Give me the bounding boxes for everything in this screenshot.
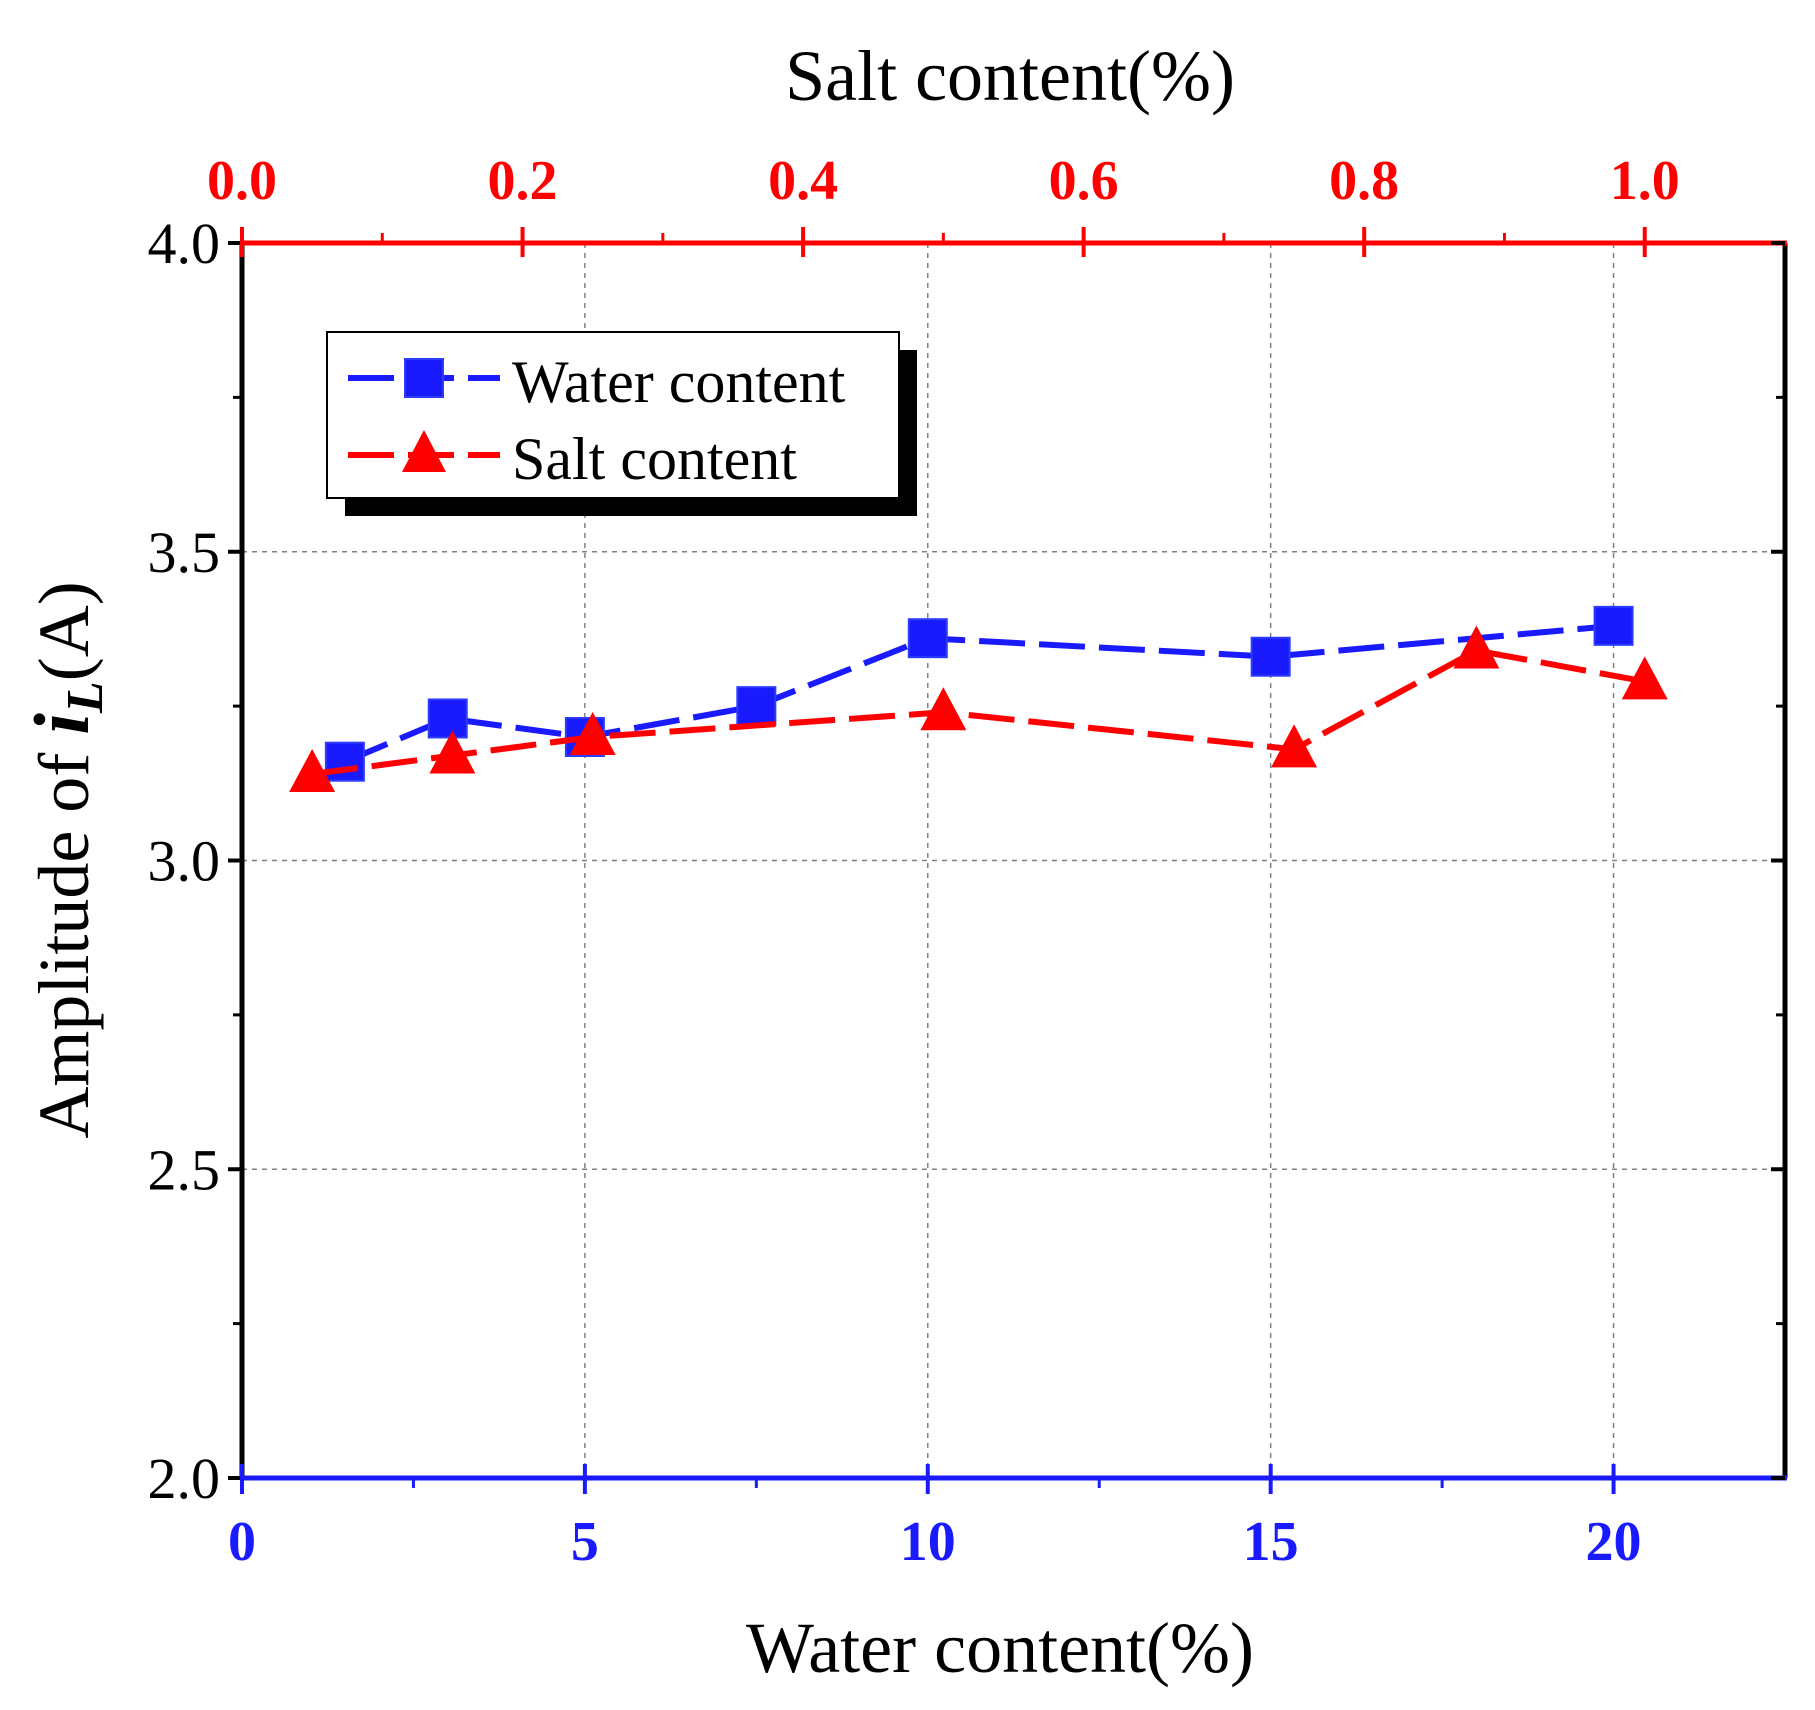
legend-marker-salt bbox=[402, 430, 446, 472]
grid bbox=[242, 243, 1785, 1478]
x-top-tick-label: 1.0 bbox=[1610, 150, 1680, 212]
y-axis-title-suffix: (A) bbox=[24, 581, 104, 681]
series bbox=[289, 605, 1668, 793]
x-bottom-tick-label: 0 bbox=[228, 1511, 256, 1573]
y-tick-label: 4.0 bbox=[148, 211, 221, 276]
legend: Water content Salt content bbox=[326, 331, 917, 516]
x-top-tick-label: 0.6 bbox=[1049, 150, 1119, 212]
data-point-water-content bbox=[1250, 636, 1291, 677]
data-point-salt-content bbox=[569, 712, 616, 755]
y-tick-label: 3.5 bbox=[148, 520, 221, 585]
x-top-tick-label: 0.0 bbox=[207, 150, 277, 212]
y-tick-label: 2.0 bbox=[148, 1446, 221, 1511]
y-axis-title-subscript: L bbox=[57, 681, 114, 714]
data-point-water-content bbox=[324, 741, 365, 782]
data-point-salt-content bbox=[289, 749, 336, 793]
data-point-salt-content bbox=[429, 730, 476, 774]
data-point-salt-content bbox=[920, 687, 967, 731]
series-line-water-content bbox=[343, 622, 1614, 765]
legend-label-salt: Salt content bbox=[512, 426, 797, 492]
y-axis-title-prefix: Amplitude of bbox=[24, 735, 104, 1139]
data-point-salt-content bbox=[1271, 724, 1318, 768]
y-axis-title-symbol: i bbox=[18, 713, 105, 735]
x-bottom-tick-label: 20 bbox=[1586, 1511, 1642, 1573]
x-top-tick-label: 0.2 bbox=[488, 150, 558, 212]
data-point-water-content bbox=[907, 618, 948, 659]
data-point-salt-content bbox=[1453, 625, 1500, 669]
data-point-salt-content bbox=[1621, 656, 1668, 700]
top-axis-title: Salt content(%) bbox=[785, 36, 1235, 116]
legend-marker-water bbox=[404, 358, 444, 398]
data-point-water-content bbox=[427, 698, 468, 739]
y-tick-label: 3.0 bbox=[148, 829, 221, 894]
y-axis-title: Amplitude of iL(A) bbox=[18, 581, 114, 1138]
x-bottom-tick-label: 15 bbox=[1243, 1511, 1299, 1573]
axis-ticks: 2.0 2.5 3.0 3.5 4.0 0 5 10 15 20 0.0 0.2 0.4 0.6 0.8 1.… bbox=[148, 150, 1785, 1573]
x-bottom-tick-label: 10 bbox=[900, 1511, 956, 1573]
data-point-water-content bbox=[736, 686, 777, 727]
series-line-salt-content bbox=[311, 647, 1646, 778]
x-top-tick-label: 0.4 bbox=[768, 150, 838, 212]
y-tick-label: 2.5 bbox=[148, 1137, 221, 1202]
legend-label-water: Water content bbox=[512, 349, 846, 415]
x-top-tick-label: 0.8 bbox=[1329, 150, 1399, 212]
x-axis-title: Water content(%) bbox=[746, 1608, 1254, 1688]
data-point-water-content bbox=[1593, 605, 1634, 646]
x-bottom-tick-label: 5 bbox=[571, 1511, 599, 1573]
